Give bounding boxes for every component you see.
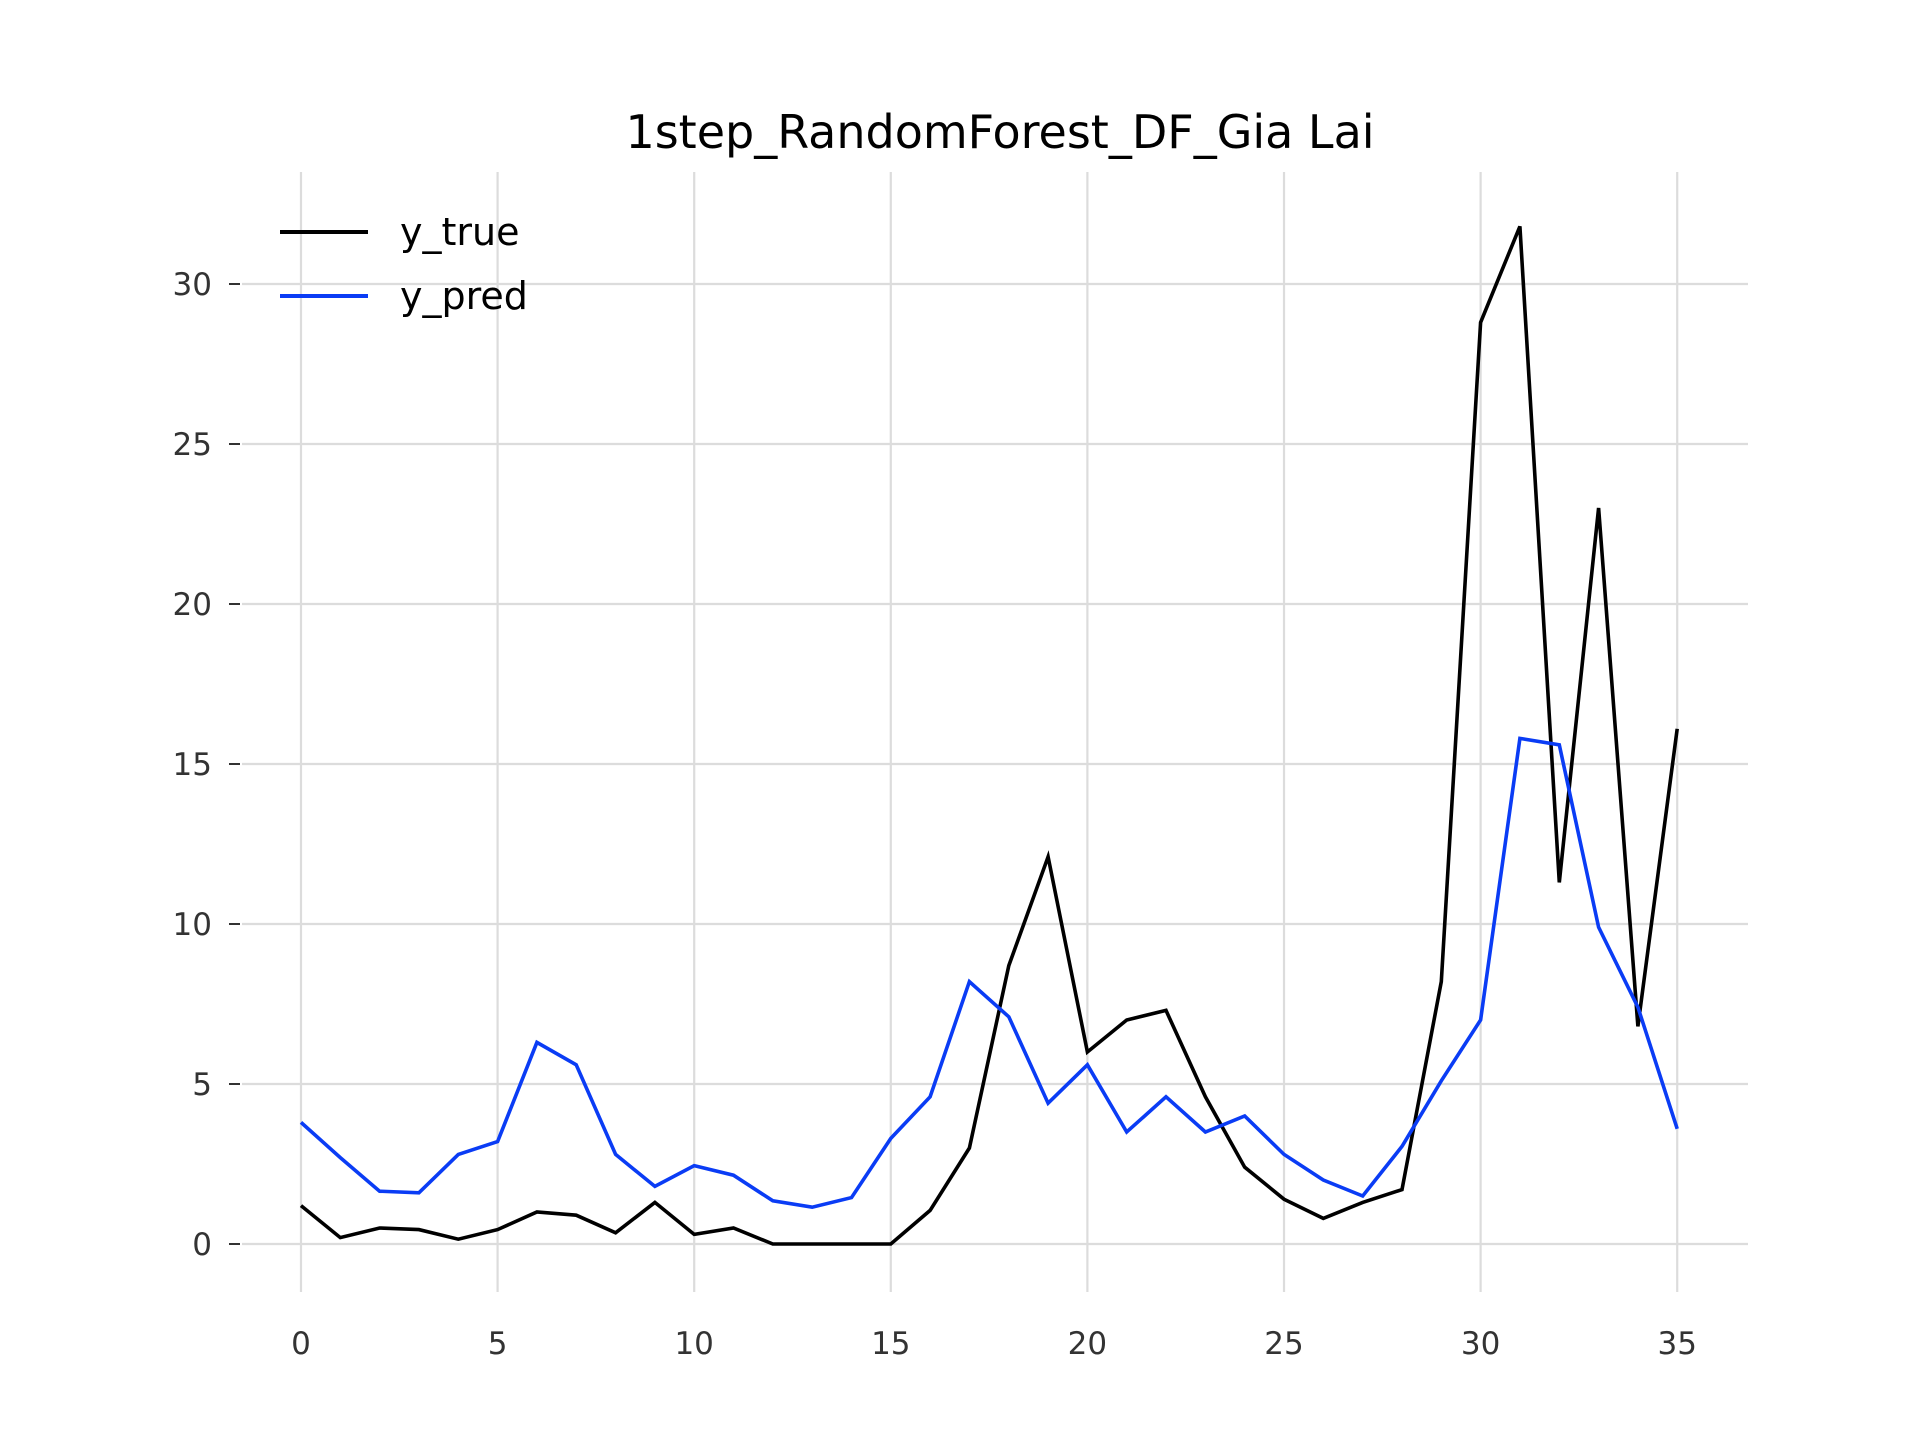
y-tick-label: 25 [173,427,212,463]
y-tick-label: 5 [192,1067,212,1103]
chart-title: 1step_RandomForest_DF_Gia Lai [625,105,1374,159]
y-tick-label: 20 [173,587,212,623]
x-tick-label: 0 [291,1326,311,1362]
x-tick-label: 20 [1068,1326,1107,1362]
y-tick-label: 0 [192,1227,212,1263]
y-tick-label: 10 [173,907,212,943]
series-line-y-true [299,225,1679,1246]
x-tick-label: 10 [674,1326,713,1362]
x-tick-label: 5 [488,1326,508,1362]
y-axis: 0 5 10 15 20 25 30 [173,267,240,1263]
x-axis: 0 5 10 15 20 25 30 35 [291,1326,1697,1362]
legend-label-y-pred: y_pred [400,274,528,318]
x-tick-label: 35 [1657,1326,1696,1362]
y-tick-label: 30 [173,267,212,303]
grid [242,172,1748,1292]
series-group [299,225,1679,1246]
x-tick-label: 25 [1264,1326,1303,1362]
series-line-y-pred [299,736,1679,1210]
legend: y_true y_pred [280,210,528,318]
legend-label-y-true: y_true [400,210,519,254]
x-tick-label: 15 [871,1326,910,1362]
x-tick-label: 30 [1461,1326,1500,1362]
y-tick-label: 15 [173,747,212,783]
